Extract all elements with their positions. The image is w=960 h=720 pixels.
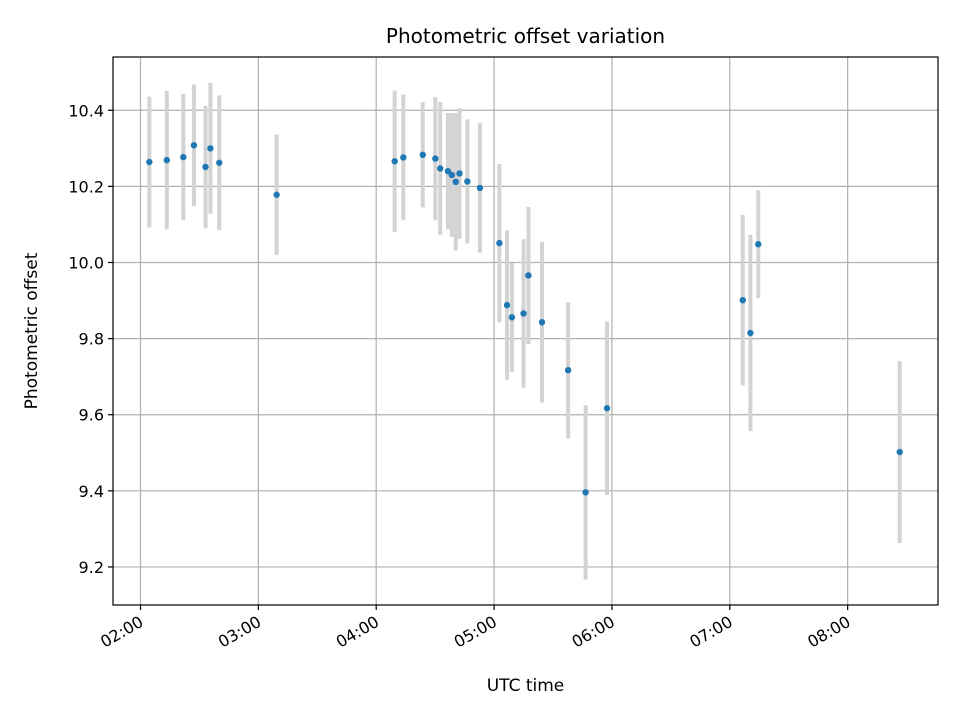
data-point xyxy=(432,155,439,162)
y-tick-label: 10.4 xyxy=(68,101,104,120)
y-tick-label: 9.6 xyxy=(79,406,104,425)
data-point xyxy=(739,296,746,304)
y-tick-label: 10.2 xyxy=(68,177,104,196)
data-point xyxy=(216,159,223,166)
data-point xyxy=(476,184,484,192)
data-point xyxy=(180,153,187,161)
data-point xyxy=(755,241,762,248)
y-tick-label: 9.8 xyxy=(79,330,104,349)
data-point xyxy=(538,319,546,326)
data-point xyxy=(452,178,459,186)
data-point xyxy=(456,170,463,177)
data-point xyxy=(503,301,511,309)
y-tick-label: 9.2 xyxy=(79,558,104,577)
data-point xyxy=(444,167,452,175)
data-point xyxy=(603,405,611,412)
data-point xyxy=(202,163,209,171)
chart-title: Photometric offset variation xyxy=(386,24,665,48)
data-point xyxy=(582,489,589,496)
data-point xyxy=(146,158,153,166)
data-point xyxy=(163,156,171,164)
y-axis-title: Photometric offset xyxy=(22,252,42,409)
y-tick-label: 9.4 xyxy=(79,482,104,501)
data-point xyxy=(747,329,754,337)
data-points xyxy=(146,142,903,496)
data-point xyxy=(520,310,527,317)
grid xyxy=(113,57,938,605)
data-point xyxy=(464,178,471,185)
plot-frame xyxy=(112,56,939,606)
data-point xyxy=(525,272,532,279)
y-tick-label: 10.0 xyxy=(68,254,104,273)
data-point xyxy=(190,142,198,149)
data-point xyxy=(419,151,426,159)
data-point xyxy=(273,191,280,198)
data-point xyxy=(896,448,903,456)
x-axis-title: UTC time xyxy=(487,676,565,696)
data-point xyxy=(437,165,444,172)
data-point xyxy=(508,314,516,321)
data-point xyxy=(564,366,572,374)
data-point xyxy=(400,154,407,161)
data-point xyxy=(448,171,456,179)
data-point xyxy=(207,145,214,152)
data-point xyxy=(496,239,503,247)
data-point xyxy=(391,158,398,165)
